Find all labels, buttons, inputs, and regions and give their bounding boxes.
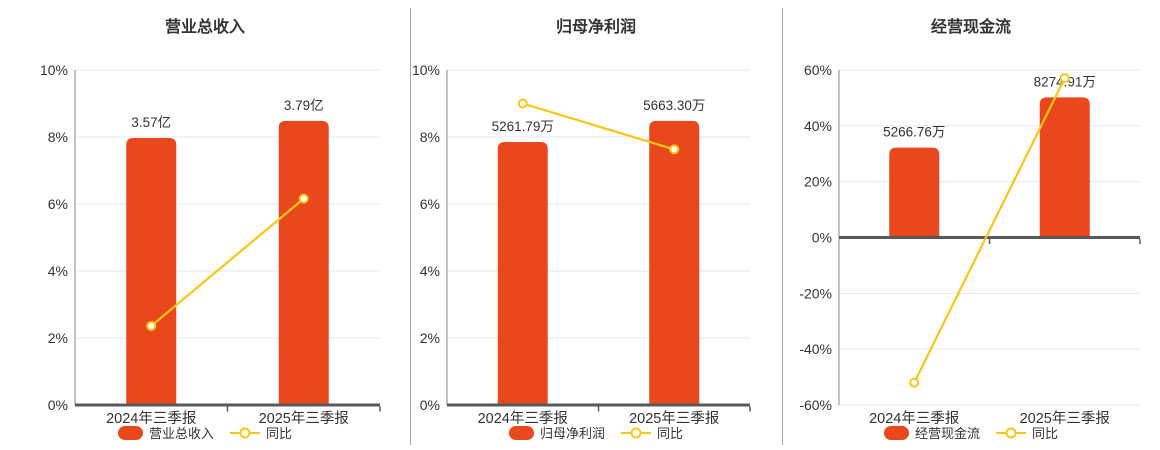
legend-item-line[interactable]: 同比 xyxy=(230,427,292,440)
y-axis-tick-label: 8% xyxy=(420,129,440,145)
bar-2024年三季报[interactable] xyxy=(889,147,940,238)
yoy-line-marker[interactable] xyxy=(909,377,920,388)
y-axis-tick-label: 60% xyxy=(804,62,832,78)
x-axis-category-label: 2024年三季报 xyxy=(478,410,568,427)
yoy-line xyxy=(522,102,675,151)
net-profit-plot: 0% 2% 4% 6% 8% 10% 5261.79万 5663.30万 2024年三季报 202… xyxy=(412,62,751,427)
bar-2025年三季报[interactable] xyxy=(649,120,700,406)
total-revenue-plot: 0% 2% 4% 6% 8% 10% 3.57亿 3.79亿 2024年三季报 2025年三季报 xyxy=(40,62,381,427)
operating-cashflow-plot: -60%-40%-20%0%20%40%60%5266.76万8274.91万2… xyxy=(799,62,1141,427)
yoy-line xyxy=(150,197,305,327)
legend-line-label: 同比 xyxy=(266,425,293,441)
bar-swatch-icon xyxy=(117,426,143,440)
legend-item-line[interactable]: 同比 xyxy=(621,427,683,440)
x-axis-category-label: 2025年三季报 xyxy=(1020,410,1110,427)
legend-item-bar[interactable]: 营业总收入 xyxy=(117,425,214,441)
y-axis-tick-label: 0% xyxy=(420,397,440,413)
line-marker-swatch-icon xyxy=(230,427,260,440)
line-marker-swatch-icon xyxy=(621,427,651,440)
bar-value-label: 5266.76万 xyxy=(883,125,945,140)
chart-title-operating-cashflow: 经营现金流 xyxy=(930,19,1011,36)
bar-value-label: 5261.79万 xyxy=(492,119,554,134)
bar-value-label: 5663.30万 xyxy=(643,98,705,113)
y-axis-tick-label: -60% xyxy=(799,397,832,413)
legend-item-line[interactable]: 同比 xyxy=(996,427,1058,440)
bar-2024年三季报[interactable] xyxy=(497,142,548,405)
yoy-line-marker[interactable] xyxy=(298,193,309,204)
legend-item-bar[interactable]: 归母净利润 xyxy=(508,425,605,441)
yoy-line-marker[interactable] xyxy=(1059,73,1070,84)
y-axis-tick-label: 10% xyxy=(412,62,440,78)
chart-panel-net-profit: 归母净利润 0% 2% 4% 6% 8% 10% 5261.79万 5663.30万 2024年… xyxy=(410,0,782,450)
bar-value-label: 3.57亿 xyxy=(131,115,171,130)
bar-swatch-icon xyxy=(883,426,909,440)
bar-2025年三季报[interactable] xyxy=(1039,97,1090,238)
bar-2025年三季报[interactable] xyxy=(278,120,329,406)
legend-line-label: 同比 xyxy=(657,425,684,441)
y-axis-tick-label: 6% xyxy=(48,196,68,212)
y-axis-tick-label: 2% xyxy=(48,330,68,346)
legend-bar-label: 归母净利润 xyxy=(539,425,605,441)
line-marker-swatch-icon xyxy=(996,427,1026,440)
chart-legend: 归母净利润 同比 xyxy=(410,426,782,440)
legend-item-bar[interactable]: 经营现金流 xyxy=(883,425,980,441)
bar-2024年三季报[interactable] xyxy=(126,138,177,405)
chart-panel-total-revenue: 营业总收入 0% 2% 4% 6% 8% 10% 3.57亿 3.79亿 2024年三季报 202… xyxy=(0,0,410,450)
legend-bar-label: 营业总收入 xyxy=(148,425,214,441)
y-axis-tick-label: 6% xyxy=(420,196,440,212)
chart-title-total-revenue: 营业总收入 xyxy=(164,19,245,36)
y-axis-tick-label: 40% xyxy=(804,118,832,134)
y-axis-tick-label: 10% xyxy=(40,62,68,78)
legend-line-label: 同比 xyxy=(1032,425,1059,441)
yoy-line xyxy=(913,77,1066,384)
legend-bar-label: 经营现金流 xyxy=(914,425,980,441)
chart-legend: 经营现金流 同比 xyxy=(782,426,1160,440)
y-axis-tick-label: 0% xyxy=(48,397,68,413)
y-axis-tick-label: -20% xyxy=(799,285,832,301)
panel-divider xyxy=(410,8,411,445)
y-axis-tick-label: 4% xyxy=(420,263,440,279)
y-axis-tick-label: 2% xyxy=(420,330,440,346)
panel-divider xyxy=(782,8,783,445)
x-axis-category-label: 2024年三季报 xyxy=(106,410,196,427)
yoy-line-marker[interactable] xyxy=(146,320,157,331)
y-axis-tick-label: 20% xyxy=(804,174,832,190)
chart-title-net-profit: 归母净利润 xyxy=(555,19,636,36)
chart-panel-operating-cashflow: 经营现金流 -60%-40%-20%0%20%40%60%5266.76万827… xyxy=(782,0,1160,450)
chart-legend: 营业总收入 同比 xyxy=(0,426,410,440)
y-axis-tick-label: -40% xyxy=(799,341,832,357)
bar-swatch-icon xyxy=(508,426,534,440)
x-axis-category-label: 2025年三季报 xyxy=(259,410,349,427)
bar-value-label: 3.79亿 xyxy=(284,98,324,113)
yoy-line-marker[interactable] xyxy=(517,98,528,109)
y-axis-tick-label: 0% xyxy=(812,230,832,246)
x-axis-category-label: 2025年三季报 xyxy=(629,410,719,427)
y-axis-tick-label: 8% xyxy=(48,129,68,145)
y-axis-tick-label: 4% xyxy=(48,263,68,279)
x-axis-category-label: 2024年三季报 xyxy=(869,410,959,427)
yoy-line-marker[interactable] xyxy=(669,144,680,155)
